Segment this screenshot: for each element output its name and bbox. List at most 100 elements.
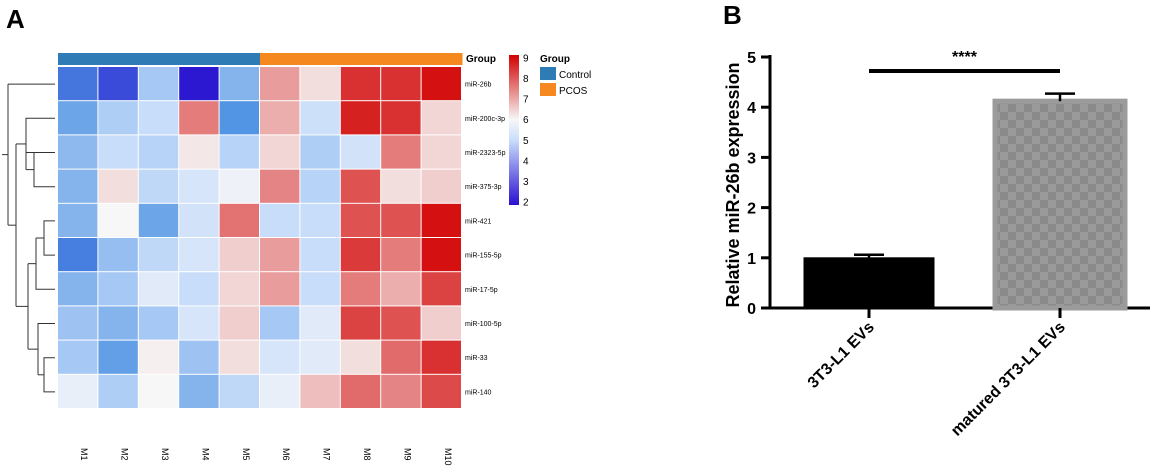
heatmap-cell [179, 272, 219, 306]
heatmap-cell [260, 272, 300, 306]
column-label: M3 [160, 448, 170, 461]
row-label: miR-100-5p [465, 321, 502, 328]
heatmap-cell [340, 238, 381, 272]
row-dendrogram [2, 83, 55, 393]
heatmap-cell [179, 306, 219, 340]
heatmap-cell [260, 374, 300, 408]
group-cell-M4 [179, 53, 221, 65]
bar-2 [992, 98, 1128, 311]
heatmap-cell [340, 169, 381, 203]
colorbar-tick-label: 7 [523, 95, 529, 106]
legend-label-control: Control [559, 70, 591, 81]
heatmap-cell [421, 67, 461, 101]
heatmap-cell [98, 203, 138, 237]
heatmap-cell [138, 340, 179, 374]
heatmap-cell [421, 203, 461, 237]
heatmap-cell [179, 101, 219, 135]
group-cell-M2 [98, 53, 140, 65]
heatmap-cell [98, 340, 138, 374]
heatmap-cell [260, 67, 300, 101]
legend-swatch-control [540, 67, 556, 80]
heatmap-cell [260, 169, 300, 203]
dendrogram-branch [25, 117, 55, 153]
heatmap-cell [300, 135, 340, 169]
group-annotation-label: Group [466, 54, 496, 65]
heatmap-cell [179, 238, 219, 272]
heatmap-cell [421, 101, 461, 135]
group-cell-M10 [421, 53, 463, 65]
heatmap-cell [421, 306, 461, 340]
heatmap-cell [179, 67, 219, 101]
heatmap-cell [381, 169, 421, 203]
row-label: miR-375-3p [465, 184, 502, 191]
column-label: M8 [362, 448, 372, 461]
row-label: miR-26b [465, 82, 492, 89]
group-cell-M3 [138, 53, 180, 65]
heatmap-cell [340, 135, 381, 169]
heatmap-cell [300, 340, 340, 374]
row-label: miR-421 [465, 218, 492, 225]
heatmap-cell [381, 67, 421, 101]
legend-label-pcos: PCOS [559, 86, 588, 97]
heatmap-cell [300, 169, 340, 203]
heatmap-cell [340, 203, 381, 237]
legend-swatch-pcos [540, 83, 556, 96]
heatmap-cell [138, 67, 179, 101]
heatmap-cell [58, 374, 98, 408]
colorbar-ticks: 9 8 7 6 5 4 3 2 [523, 54, 529, 209]
heatmap-cell [58, 238, 98, 272]
y-tick-label: 5 [747, 50, 756, 67]
column-label: M2 [120, 448, 130, 461]
y-tick-label: 0 [747, 301, 756, 318]
heatmap-cell [340, 272, 381, 306]
group-cell-M8 [340, 53, 382, 65]
colorbar-tick-label: 6 [523, 115, 529, 126]
heatmap-cell [98, 101, 138, 135]
heatmap-cell [98, 238, 138, 272]
heatmap-cell [179, 169, 219, 203]
heatmap-cell [300, 67, 340, 101]
heatmap-cell [179, 340, 219, 374]
x-tick-label: matured 3T3-L1 EVs [948, 319, 1069, 440]
significance-label: **** [952, 49, 978, 66]
y-tick-label: 4 [747, 100, 756, 117]
group-cell-M9 [381, 53, 423, 65]
heatmap-cell [98, 374, 138, 408]
heatmap-cell [260, 238, 300, 272]
heatmap-cell [58, 169, 98, 203]
y-axis-title: Relative miR-26b expression [723, 62, 743, 307]
heatmap-cell [219, 238, 259, 272]
heatmap-cell [381, 135, 421, 169]
column-label: M10 [443, 448, 453, 466]
column-label: M5 [241, 448, 251, 461]
heatmap-cell [138, 272, 179, 306]
heatmap-cell [340, 340, 381, 374]
colorbar [509, 55, 519, 205]
bar-chart: 0 1 2 3 4 5 3T3-L1 EVs matured 3T3-L1 EVs **** [747, 49, 1150, 440]
group-cell-M1 [58, 53, 99, 65]
group-cell-M5 [219, 53, 261, 65]
heatmap-cell [219, 101, 259, 135]
heatmap-cell [421, 169, 461, 203]
heatmap-cell [219, 340, 259, 374]
y-tick-label: 3 [747, 150, 756, 167]
dendrogram-branch [33, 152, 55, 188]
heatmap-cell [381, 306, 421, 340]
heatmap-cell [300, 203, 340, 237]
heatmap-cell [260, 203, 300, 237]
heatmap-cell [300, 374, 340, 408]
heatmap-cell [138, 203, 179, 237]
heatmap-cell [421, 272, 461, 306]
heatmap-cell [98, 67, 138, 101]
heatmap-cell [300, 306, 340, 340]
heatmap-cell [98, 272, 138, 306]
heatmap-cell [98, 306, 138, 340]
heatmap-cell [340, 67, 381, 101]
heatmap: miR-26b miR-200c-3p miR-2323-5p miR-375-3p m… [58, 53, 506, 466]
heatmap-cell [381, 340, 421, 374]
row-label: miR-33 [465, 355, 488, 362]
heatmap-cell [138, 135, 179, 169]
column-label: M7 [322, 448, 332, 461]
column-label: M9 [402, 448, 412, 461]
column-label: M6 [281, 448, 291, 461]
